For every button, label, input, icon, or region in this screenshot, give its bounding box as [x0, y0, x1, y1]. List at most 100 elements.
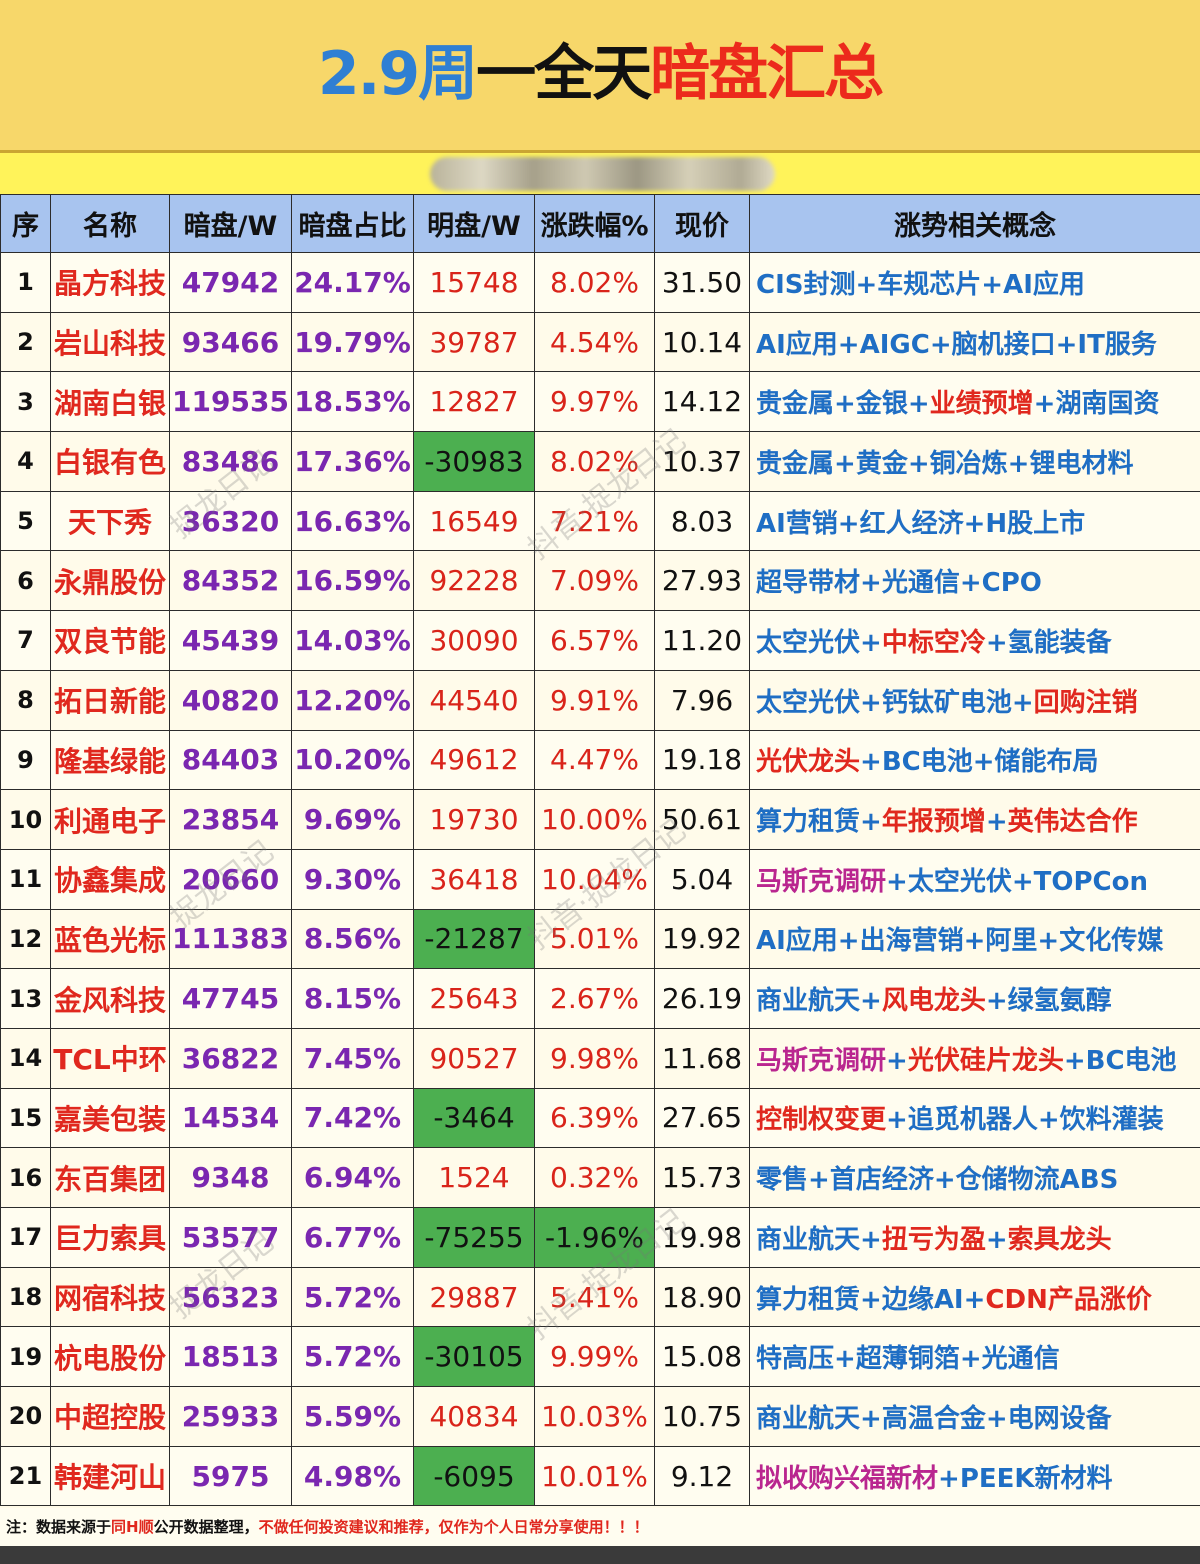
cell-price: 50.61	[654, 789, 750, 850]
cell-concept: 马斯克调研+光伏硅片龙头+BC电池	[749, 1027, 1200, 1089]
concept-separator: +	[1037, 1105, 1060, 1136]
concept-tag: CDN产品涨价	[985, 1284, 1152, 1315]
cell-ratio: 8.15%	[291, 968, 414, 1029]
cell-open: -75255	[413, 1207, 535, 1268]
cell-change: 10.00%	[534, 789, 655, 850]
concept-tag: 商业航天	[756, 1403, 861, 1434]
cell-concept: AI营销+红人经济+H股上市	[749, 490, 1200, 552]
cell-change: 9.97%	[534, 371, 655, 433]
col-header-open: 明盘/W	[413, 194, 535, 253]
cell-seq: 20	[0, 1386, 51, 1447]
col-header-concept: 涨势相关概念	[749, 194, 1200, 253]
cell-open: 30090	[413, 610, 535, 671]
cell-concept: 特高压+超薄铜箔+光通信	[749, 1326, 1200, 1388]
concept-separator: +	[860, 627, 882, 658]
cell-dark: 83486	[169, 431, 292, 492]
table-row: 3 湖南白银 119535 18.53% 12827 9.97% 14.12 贵金属+金银+业…	[0, 371, 1200, 433]
concept-tag: TOPCon	[1033, 866, 1148, 897]
cell-open: 40834	[413, 1386, 535, 1447]
blurred-watermark	[430, 157, 775, 191]
cell-ratio: 16.59%	[291, 550, 414, 612]
cell-dark: 111383	[169, 908, 292, 970]
cell-price: 8.03	[654, 490, 750, 552]
concept-separator: +	[837, 329, 860, 360]
cell-ratio: 18.53%	[291, 371, 414, 433]
cell-seq: 14	[0, 1027, 51, 1089]
cell-ratio: 4.98%	[291, 1445, 414, 1507]
cell-dark: 18513	[169, 1326, 292, 1388]
concept-tag: 电网设备	[1007, 1403, 1112, 1434]
concept-separator: +	[985, 1403, 1008, 1434]
concept-tag: 绿氢氨醇	[1007, 986, 1112, 1017]
concept-separator: +	[860, 568, 882, 599]
table-row: 15 嘉美包装 14534 7.42% -3464 6.39% 27.65 控制权变更+追觅机…	[0, 1087, 1200, 1149]
cell-name: 利通电子	[50, 789, 170, 850]
cell-open: 90527	[413, 1027, 535, 1089]
cell-name: 金风科技	[50, 968, 170, 1029]
cell-dark: 20660	[169, 848, 292, 910]
col-header-change: 涨跌幅%	[534, 194, 655, 253]
cell-concept: 零售+首店经济+仓储物流ABS	[749, 1147, 1200, 1208]
concept-tag: 商业航天	[756, 986, 861, 1017]
cell-dark: 84403	[169, 729, 292, 791]
concept-separator: +	[1037, 926, 1060, 957]
cell-name: 隆基绿能	[50, 729, 170, 791]
concept-separator: +	[860, 687, 882, 718]
cell-dark: 5975	[169, 1445, 292, 1507]
cell-change: 8.02%	[534, 431, 655, 492]
concept-tag: 首店经济	[829, 1165, 934, 1196]
cell-open: -30983	[413, 431, 535, 492]
concept-tag: 钙钛矿电池	[881, 687, 1012, 718]
concept-tag: 光通信	[881, 568, 960, 599]
concept-separator: +	[837, 508, 860, 539]
cell-concept: 贵金属+金银+业绩预增+湖南国资	[749, 371, 1200, 433]
footnote-prefix: 注：数据来源于	[6, 1518, 112, 1536]
concept-tag: 文化传媒	[1059, 926, 1164, 957]
cell-open: 12827	[413, 371, 535, 433]
table-row: 14 TCL中环 36822 7.45% 90527 9.98% 11.68 马斯克调研+光伏…	[0, 1027, 1200, 1089]
concept-tag: 黄金	[855, 448, 908, 479]
concept-separator: +	[985, 986, 1008, 1017]
concept-separator: +	[985, 627, 1008, 658]
concept-separator: +	[860, 1403, 882, 1434]
concept-tag: 光伏龙头	[756, 747, 861, 778]
cell-seq: 4	[0, 431, 51, 492]
concept-separator: +	[985, 1224, 1008, 1255]
concept-tag: BC电池	[881, 747, 973, 778]
concept-separator: +	[985, 807, 1008, 838]
cell-ratio: 24.17%	[291, 252, 414, 313]
concept-tag: 索具龙头	[1007, 1224, 1112, 1255]
concept-tag: 算力租赁	[756, 1284, 861, 1315]
cell-change: 10.01%	[534, 1445, 655, 1507]
cell-seq: 6	[0, 550, 51, 612]
cell-price: 19.98	[654, 1207, 750, 1268]
cell-concept: 太空光伏+中标空冷+氢能装备	[749, 610, 1200, 671]
cell-change: 6.39%	[534, 1087, 655, 1149]
concept-separator: +	[834, 1344, 856, 1375]
cell-open: 29887	[413, 1266, 535, 1328]
table-row: 2 岩山科技 93466 19.79% 39787 4.54% 10.14 AI应用+AIGC…	[0, 311, 1200, 373]
concept-tag: 车规芯片	[877, 269, 982, 300]
bottom-strip	[0, 1546, 1200, 1564]
cell-name: 白银有色	[50, 431, 170, 492]
concept-separator: +	[933, 1165, 956, 1196]
concept-tag: 超导带材	[756, 568, 861, 599]
cell-name: 协鑫集成	[50, 848, 170, 910]
concept-tag: 追觅机器人	[907, 1105, 1038, 1136]
table-row: 21 韩建河山 5975 4.98% -6095 10.01% 9.12 拟收购兴福新材+PE…	[0, 1445, 1200, 1507]
cell-ratio: 9.69%	[291, 789, 414, 850]
footnote-middle: 公开数据整理，	[153, 1518, 259, 1536]
cell-dark: 23854	[169, 789, 292, 850]
cell-name: 晶方科技	[50, 252, 170, 313]
cell-change: 8.02%	[534, 252, 655, 313]
concept-tag: 贵金属	[756, 448, 835, 479]
cell-concept: CIS封测+车规芯片+AI应用	[749, 252, 1200, 313]
concept-tag: 控制权变更	[756, 1105, 887, 1136]
cell-seq: 3	[0, 371, 51, 433]
cell-concept: 太空光伏+钙钛矿电池+回购注销	[749, 669, 1200, 731]
concept-separator: +	[1011, 687, 1034, 718]
cell-name: 嘉美包装	[50, 1087, 170, 1149]
cell-seq: 7	[0, 610, 51, 671]
cell-price: 15.73	[654, 1147, 750, 1208]
